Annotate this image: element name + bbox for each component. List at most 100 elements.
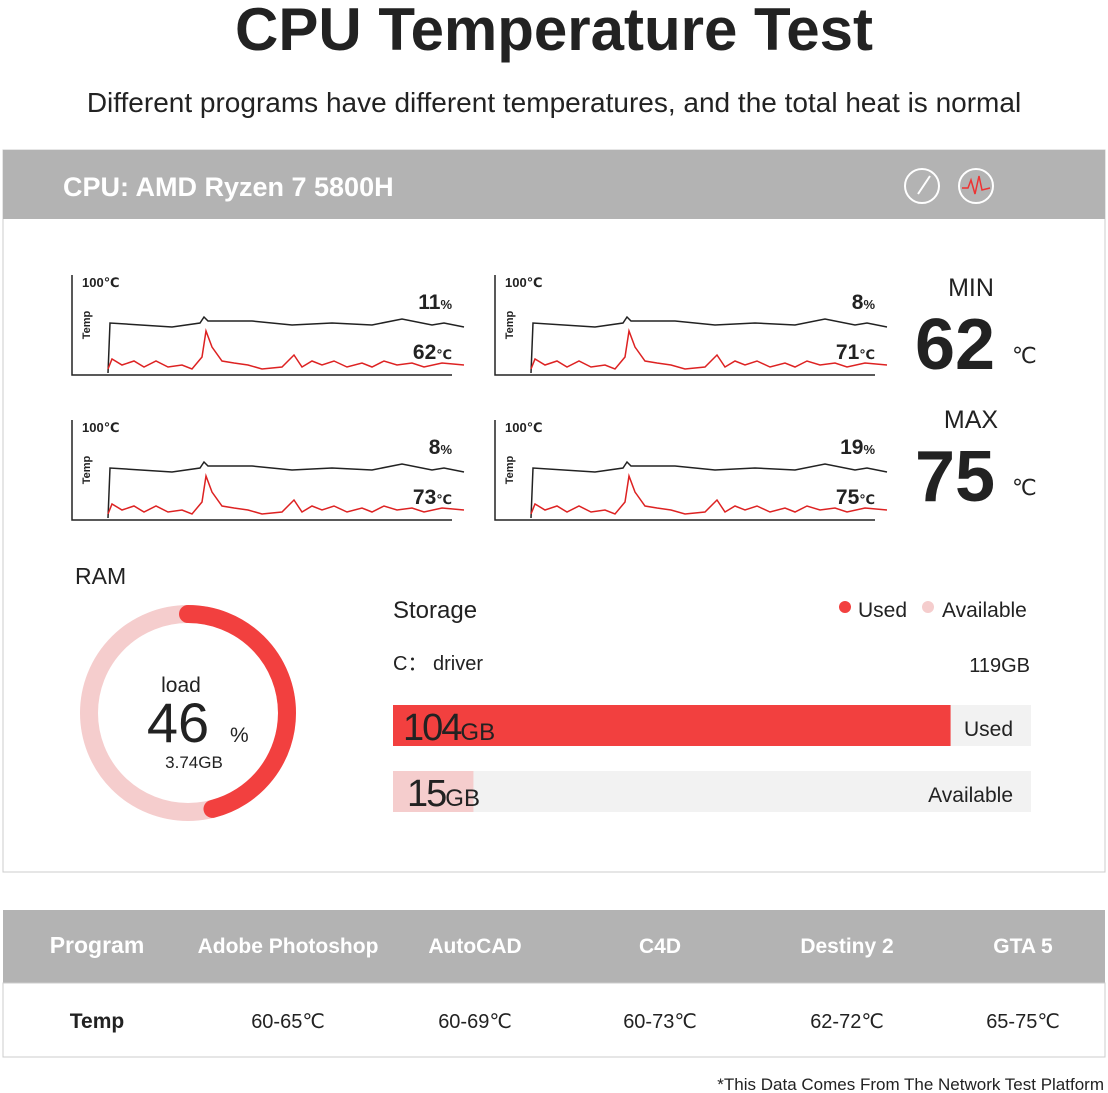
bar-unit: GB — [460, 719, 495, 746]
legend-available: Available — [942, 599, 1027, 622]
graph-axis-label: Temp — [81, 310, 93, 339]
footnote: *This Data Comes From The Network Test P… — [717, 1075, 1104, 1093]
usage-value: 8 — [852, 291, 864, 314]
graph-max-label: 100℃ — [505, 420, 542, 435]
graph-axis-label: Temp — [81, 455, 93, 484]
stat-label: MAX — [944, 406, 999, 434]
table-cell: 60-65℃ — [251, 1011, 325, 1033]
graph-icon — [958, 168, 994, 204]
drive-total: 119GB — [969, 655, 1030, 677]
graph-max-label: 100℃ — [82, 420, 119, 435]
stat-unit: ℃ — [1012, 475, 1037, 500]
usage-unit: % — [440, 442, 452, 457]
table-header-row — [3, 910, 1105, 983]
ram-caption: load — [161, 674, 201, 697]
usage-line — [107, 315, 465, 374]
table-cell: Temp — [70, 1010, 124, 1033]
title: CPU Temperature Test — [235, 0, 873, 63]
table-header-cell: AutoCAD — [428, 935, 521, 958]
temp-line — [107, 473, 465, 515]
bar-number: 104 — [403, 707, 462, 749]
temp-value: 62 — [413, 341, 436, 364]
usage-unit: % — [863, 442, 875, 457]
temp-line — [530, 328, 888, 370]
graph-axis-label: Temp — [504, 310, 516, 339]
usage: 19% — [840, 436, 875, 459]
legend-used: Used — [858, 599, 907, 622]
content: 100℃Temp11%62℃100℃Temp8%71℃100℃Temp8%73℃… — [2, 274, 1106, 1093]
graph-axes — [71, 275, 452, 376]
stat-label: MIN — [948, 274, 994, 302]
table-cell: 60-69℃ — [438, 1011, 512, 1033]
temp-line — [107, 328, 465, 370]
usage-value: 8 — [429, 436, 441, 459]
table-body-row — [2, 982, 1106, 1058]
bar-track — [393, 771, 1031, 812]
temp: 71℃ — [836, 341, 875, 364]
bar-value: 15GB — [407, 773, 480, 815]
usage-unit: % — [440, 297, 452, 312]
cpu-graph: 100℃ Temp 8% 73℃ — [71, 420, 465, 521]
ram-ring-used — [80, 605, 296, 821]
usage-line — [107, 460, 465, 519]
usage-line — [530, 460, 888, 519]
usage-value: 11 — [418, 291, 441, 314]
bar-value: 104GB — [403, 707, 495, 749]
ram-value: 46 — [147, 691, 209, 754]
table-header-cell: Destiny 2 — [800, 935, 893, 958]
usage: 8% — [429, 436, 453, 459]
cpu-graph: 100℃ Temp 19% 75℃ — [494, 420, 888, 521]
table-header-cell: C4D — [639, 935, 681, 958]
temp: 75℃ — [836, 486, 875, 509]
graph-axes — [494, 420, 875, 521]
table-header-cell: GTA 5 — [993, 935, 1053, 958]
temp-unit: ℃ — [436, 347, 452, 362]
graph-axis-label: Temp — [504, 455, 516, 484]
subtitle: Different programs have different temper… — [87, 87, 1021, 118]
stat-unit: ℃ — [1012, 343, 1037, 368]
ram-unit: % — [230, 724, 249, 747]
usage-value: 19 — [840, 436, 863, 459]
bar-unit: GB — [445, 785, 480, 812]
stat-value: 75 — [915, 437, 995, 517]
bar-label: Used — [964, 718, 1013, 741]
legend-dot-used — [839, 601, 851, 613]
panel-header — [3, 150, 1105, 219]
table-cell: 65-75℃ — [986, 1011, 1060, 1033]
storage-bar — [393, 705, 951, 746]
table-header-cell: Adobe Photoshop — [198, 935, 379, 958]
total-value: 119 — [969, 655, 1001, 677]
gauge-icon — [904, 168, 940, 204]
usage-unit: % — [863, 297, 875, 312]
graph-max-label: 100℃ — [82, 275, 119, 290]
temp: 73℃ — [413, 486, 452, 509]
usage-line — [530, 315, 888, 374]
graph-axes — [71, 420, 452, 521]
cpu-name: CPU: AMD Ryzen 7 5800H — [63, 172, 394, 202]
table-header-cell: Program — [50, 932, 145, 958]
usage: 8% — [852, 291, 876, 314]
usage: 11% — [418, 291, 452, 314]
cpu-graph: 100℃ Temp 8% 71℃ — [494, 275, 888, 376]
ram-label: RAM — [75, 563, 126, 589]
cpu-graph: 100℃ Temp 11% 62℃ — [71, 275, 465, 376]
temp-unit: ℃ — [436, 492, 452, 507]
ram-amount: 3.74GB — [165, 753, 223, 772]
stat-value: 62 — [915, 305, 995, 385]
drive-name: C： driver — [393, 653, 483, 675]
table-cell: 62-72℃ — [810, 1011, 884, 1033]
temp-value: 75 — [836, 486, 860, 509]
panel — [2, 149, 1106, 873]
table-cell: 60-73℃ — [623, 1011, 697, 1033]
storage-bar — [393, 771, 474, 812]
temp-unit: ℃ — [859, 492, 875, 507]
temp: 62℃ — [413, 341, 452, 364]
graph-max-label: 100℃ — [505, 275, 542, 290]
bar-label: Available — [928, 784, 1013, 807]
graph-axes — [494, 275, 875, 376]
legend-dot-available — [922, 601, 934, 613]
storage-title: Storage — [393, 597, 477, 624]
temp-value: 71 — [836, 341, 860, 364]
temp-unit: ℃ — [859, 347, 875, 362]
